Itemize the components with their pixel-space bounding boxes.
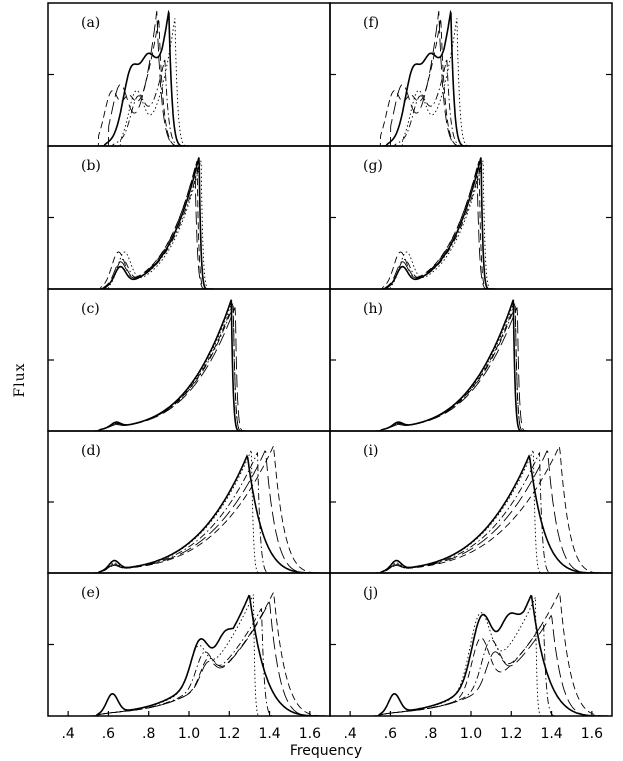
panel-g: (g): [329, 145, 613, 290]
panel-label: (a): [81, 15, 100, 31]
panel-curves: [378, 157, 498, 289]
panel-label: (b): [81, 158, 101, 174]
series-line-solid: [100, 9, 189, 146]
series-line-dash-dot: [94, 305, 248, 431]
panel-label: (g): [363, 158, 383, 174]
x-tick-label: 1.6: [581, 726, 603, 742]
series-line-long-dash: [98, 167, 212, 289]
series-line-dash-dot: [376, 305, 530, 431]
panel-curves: [94, 299, 250, 431]
series-line-dashed: [374, 591, 612, 716]
series-line-dashed: [376, 18, 467, 146]
labels-layer: Flux Frequency .4 .6 .8 1.0 1.2 1.4 1.6 .4 .6 .8 1…: [12, 362, 603, 759]
series-line-long-dash: [386, 10, 467, 146]
series-line-dash-dot: [108, 58, 187, 146]
x-tick-label: .4: [61, 726, 74, 742]
x-tick-label: 1.2: [218, 726, 240, 742]
panel-b: (b): [47, 145, 331, 290]
x-tick-label: .4: [343, 726, 356, 742]
panel-j: (j): [329, 572, 613, 717]
series-line-long-dash: [104, 10, 185, 146]
series-line-dashed: [94, 302, 248, 431]
series-line-solid: [376, 454, 602, 573]
series-line-dotted: [374, 597, 548, 716]
y-axis-label: Flux: [12, 362, 28, 397]
x-tick-label: 1.4: [540, 726, 562, 742]
series-line-dotted: [116, 18, 193, 146]
series-line-long-dash: [380, 167, 494, 289]
series-line-long-dash: [94, 450, 316, 573]
panel-c: (c): [47, 288, 331, 432]
series-line-solid: [374, 594, 608, 716]
x-tick-label: .6: [102, 726, 115, 742]
series-line-long-dash: [94, 307, 250, 431]
series-line-dash-dot: [374, 621, 562, 716]
x-tick-label: 1.6: [299, 726, 321, 742]
panel-curves: [376, 299, 532, 431]
series-line-dotted: [94, 449, 266, 573]
series-line-solid: [94, 299, 246, 431]
panel-a: (a): [47, 2, 331, 147]
panel-label: (e): [81, 585, 100, 601]
x-tick-label: .6: [384, 726, 397, 742]
series-line-solid: [376, 299, 528, 431]
panel-label: (i): [363, 443, 378, 459]
series-line-dash-dot: [100, 165, 214, 289]
series-line-solid: [92, 594, 326, 716]
series-line-solid: [382, 157, 496, 289]
panel-e: (e): [47, 572, 331, 717]
series-line-dashed: [94, 18, 185, 146]
panel-curves: [92, 591, 330, 716]
x-axis-label: Frequency: [290, 743, 362, 759]
panel-label: (d): [81, 443, 101, 459]
series-line-dash-dot: [376, 452, 558, 573]
panel-h: (h): [329, 288, 613, 432]
series-line-dashed: [96, 160, 212, 289]
series-line-long-dash: [376, 450, 598, 573]
series-line-long-dash: [374, 614, 602, 716]
series-line-dotted: [376, 449, 548, 573]
panel-curves: [94, 9, 193, 146]
series-line-dash-dot: [92, 607, 280, 716]
series-line-solid: [94, 454, 320, 573]
series-line-dashed: [94, 444, 326, 573]
panel-label: (c): [81, 301, 100, 317]
series-line-dashed: [376, 302, 530, 431]
panel-curves: [376, 444, 608, 573]
panel-curves: [96, 157, 216, 289]
panel-d: (d): [47, 430, 331, 574]
series-line-solid: [100, 157, 214, 289]
panel-curves: [94, 444, 326, 573]
series-line-dotted: [398, 18, 475, 146]
series-line-solid: [382, 9, 471, 146]
panels-layer: (a) (b) (c) (d) (e) (f) (g) (h) (i) (j): [47, 2, 613, 717]
panel-label: (h): [363, 301, 383, 317]
series-line-long-dash: [92, 601, 320, 716]
series-line-dash-dot: [390, 58, 469, 146]
panel-curves: [374, 591, 612, 716]
series-line-long-dash: [376, 307, 532, 431]
x-tick-label: 1.4: [258, 726, 280, 742]
series-line-dashed: [378, 160, 494, 289]
panel-curves: [376, 9, 475, 146]
x-tick-label: 1.0: [178, 726, 200, 742]
series-line-dotted: [386, 160, 498, 289]
series-line-dash-dot: [94, 452, 276, 573]
x-tick-label: 1.0: [460, 726, 482, 742]
x-tick-label: 1.2: [500, 726, 522, 742]
series-line-dotted: [94, 303, 246, 431]
panel-i: (i): [329, 430, 613, 574]
panel-label: (j): [363, 585, 378, 601]
series-line-dashed: [376, 444, 608, 573]
series-line-dash-dot: [382, 165, 496, 289]
panel-label: (f): [363, 15, 379, 31]
series-line-dotted: [376, 303, 528, 431]
panel-f: (f): [329, 2, 613, 147]
x-tick-label: .8: [142, 726, 155, 742]
series-line-dashed: [92, 591, 330, 716]
x-tick-label: .8: [424, 726, 437, 742]
series-line-dotted: [104, 160, 216, 289]
